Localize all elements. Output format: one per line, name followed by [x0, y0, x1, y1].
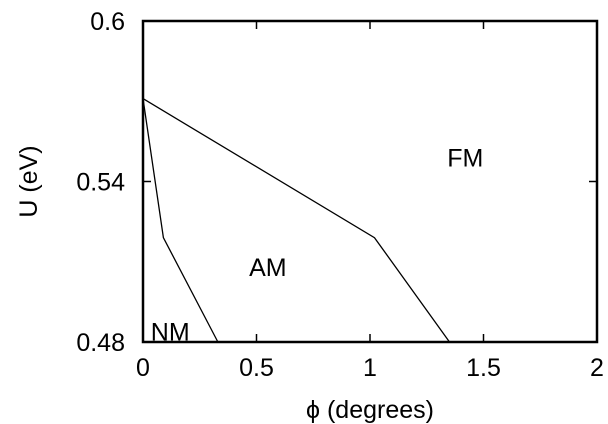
x-tick-label: 1 [363, 354, 377, 382]
y-tick-label: 0.6 [90, 8, 125, 36]
y-axis-ticks: 0.6 0.54 0.48 [76, 8, 597, 357]
region-label-am: AM [249, 254, 287, 282]
phase-boundary-line-2 [142, 98, 451, 343]
x-tick-label: 0 [136, 354, 150, 382]
plot-frame [141, 19, 599, 344]
x-axis-title: ϕ (degrees) [306, 396, 434, 424]
y-tick-label: 0.48 [76, 329, 125, 357]
x-tick-label: 2 [590, 354, 604, 382]
x-axis-ticks: 0 0.5 1 1.5 2 [136, 21, 604, 382]
y-tick-label: 0.54 [76, 169, 125, 197]
x-tick-label: 1.5 [466, 354, 501, 382]
y-axis-title: U (eV) [15, 145, 43, 217]
x-tick-label: 0.5 [239, 354, 274, 382]
phase-boundaries [142, 98, 451, 343]
phase-boundary-line-1 [142, 98, 219, 343]
region-label-fm: FM [447, 144, 483, 172]
